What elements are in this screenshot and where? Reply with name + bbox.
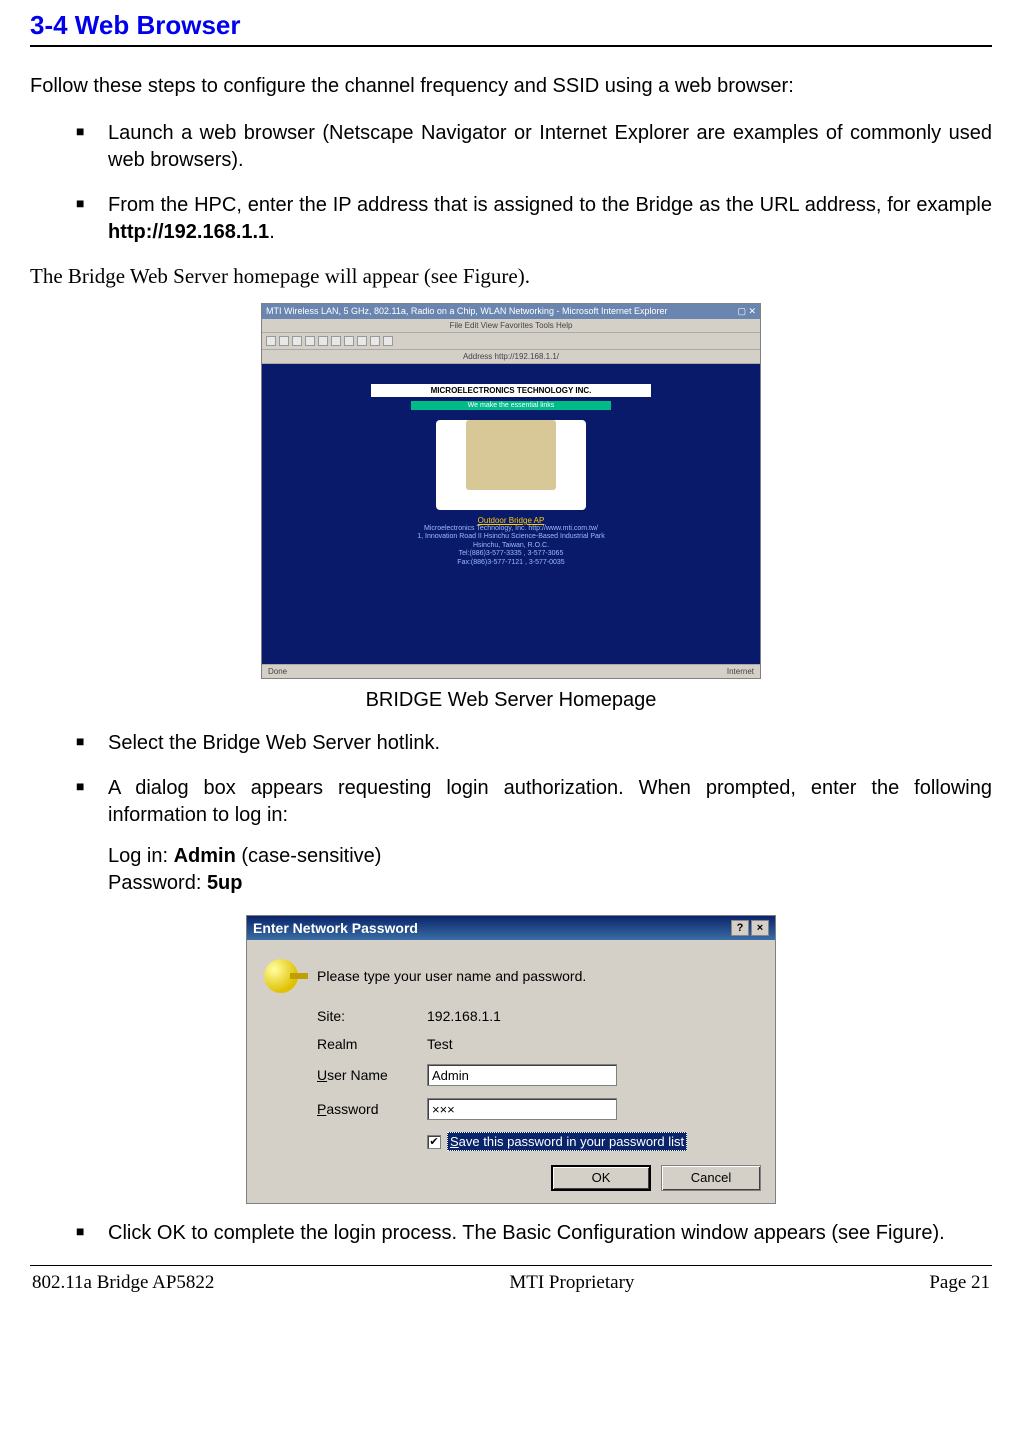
realm-value: Test bbox=[427, 1036, 761, 1052]
key-icon bbox=[261, 956, 301, 996]
site-value: 192.168.1.1 bbox=[427, 1008, 761, 1024]
password-line: Password: 5up bbox=[108, 870, 992, 897]
dialog-title-text: Enter Network Password bbox=[253, 920, 418, 936]
footer-right: Page 21 bbox=[929, 1272, 990, 1294]
password-label-text: assword bbox=[326, 1101, 378, 1117]
ie-footer-line2: 1, Innovation Road II Hsinchu Science-Ba… bbox=[262, 533, 760, 541]
login-post: (case-sensitive) bbox=[236, 845, 382, 867]
bullet-enter-ip-post: . bbox=[269, 221, 275, 243]
dialog-window-buttons: ? × bbox=[731, 920, 769, 936]
dialog-title-bar: Enter Network Password ? × bbox=[247, 916, 775, 940]
save-accel: S bbox=[450, 1134, 459, 1149]
username-accel: U bbox=[317, 1067, 327, 1083]
bridge-homepage-note: The Bridge Web Server homepage will appe… bbox=[30, 264, 992, 289]
ie-footer-line4: Tel:(886)3-577-3335 , 3-577-3065 bbox=[262, 550, 760, 558]
password-dialog: Enter Network Password ? × Please type y… bbox=[246, 915, 776, 1204]
ie-bridge-link[interactable]: Outdoor Bridge AP bbox=[262, 516, 760, 525]
ie-address-bar: Address http://192.168.1.1/ bbox=[262, 350, 760, 364]
ok-button[interactable]: OK bbox=[551, 1165, 651, 1191]
password-value: 5up bbox=[207, 872, 243, 894]
footer-left: 802.11a Bridge AP5822 bbox=[32, 1272, 214, 1294]
ie-footer-line5: Fax:(886)3-577-7121 , 3-577-0035 bbox=[262, 559, 760, 567]
dialog-help-button[interactable]: ? bbox=[731, 920, 749, 936]
dialog-prompt: Please type your user name and password. bbox=[317, 968, 586, 984]
password-label: Password bbox=[317, 1101, 427, 1117]
ie-footer-line1: Microelectronics Technology, Inc. http:/… bbox=[262, 525, 760, 533]
save-label-text: ave this password in your password list bbox=[459, 1134, 684, 1149]
page-footer: 802.11a Bridge AP5822 MTI Proprietary Pa… bbox=[30, 1266, 992, 1304]
ie-window-controls: ▢ ✕ bbox=[737, 306, 756, 317]
ie-tagline: We make the essential links bbox=[411, 401, 611, 410]
realm-label: Realm bbox=[317, 1036, 427, 1052]
ie-status-bar: Done Internet bbox=[262, 664, 760, 678]
login-line: Log in: Admin (case-sensitive) bbox=[108, 843, 992, 870]
ie-status-left: Done bbox=[268, 667, 287, 676]
save-password-checkbox[interactable]: ✔ bbox=[427, 1135, 441, 1149]
bullet-launch-browser: Launch a web browser (Netscape Navigator… bbox=[76, 120, 992, 174]
login-pre: Log in: bbox=[108, 845, 174, 867]
bullet-enter-ip-pre: From the HPC, enter the IP address that … bbox=[108, 194, 992, 216]
ie-page-content: MICROELECTRONICS TECHNOLOGY INC. We make… bbox=[262, 364, 760, 664]
bullet-login-text: A dialog box appears requesting login au… bbox=[108, 777, 992, 826]
ie-product-card bbox=[436, 420, 586, 510]
ie-company-banner: MICROELECTRONICS TECHNOLOGY INC. bbox=[371, 384, 651, 397]
save-password-label: Save this password in your password list bbox=[447, 1132, 687, 1151]
ie-menu-bar: File Edit View Favorites Tools Help bbox=[262, 319, 760, 333]
bullet-login-prompt: A dialog box appears requesting login au… bbox=[76, 775, 992, 897]
dialog-close-button[interactable]: × bbox=[751, 920, 769, 936]
url-bold: http://192.168.1.1 bbox=[108, 221, 269, 243]
section-heading: 3-4 Web Browser bbox=[30, 10, 992, 47]
bullet-click-ok: Click OK to complete the login process. … bbox=[76, 1220, 992, 1247]
bullet-select-hotlink: Select the Bridge Web Server hotlink. bbox=[76, 730, 992, 757]
ie-title-bar: MTI Wireless LAN, 5 GHz, 802.11a, Radio … bbox=[262, 304, 760, 319]
password-accel: P bbox=[317, 1101, 326, 1117]
username-input[interactable]: Admin bbox=[427, 1064, 617, 1086]
ie-toolbar bbox=[262, 333, 760, 350]
username-label: User Name bbox=[317, 1067, 427, 1083]
login-value: Admin bbox=[174, 845, 236, 867]
footer-center: MTI Proprietary bbox=[509, 1272, 634, 1294]
ie-status-right: Internet bbox=[727, 667, 754, 676]
site-label: Site: bbox=[317, 1008, 427, 1024]
intro-text: Follow these steps to configure the chan… bbox=[30, 75, 992, 98]
ie-footer-line3: Hsinchu, Taiwan, R.O.C. bbox=[262, 542, 760, 550]
browser-screenshot: MTI Wireless LAN, 5 GHz, 802.11a, Radio … bbox=[30, 303, 992, 679]
password-input[interactable]: ××× bbox=[427, 1098, 617, 1120]
figure-caption: BRIDGE Web Server Homepage bbox=[30, 689, 992, 712]
password-pre: Password: bbox=[108, 872, 207, 894]
ie-window-title: MTI Wireless LAN, 5 GHz, 802.11a, Radio … bbox=[266, 306, 667, 317]
bullet-enter-ip: From the HPC, enter the IP address that … bbox=[76, 192, 992, 246]
username-label-text: ser Name bbox=[327, 1067, 388, 1083]
cancel-button[interactable]: Cancel bbox=[661, 1165, 761, 1191]
